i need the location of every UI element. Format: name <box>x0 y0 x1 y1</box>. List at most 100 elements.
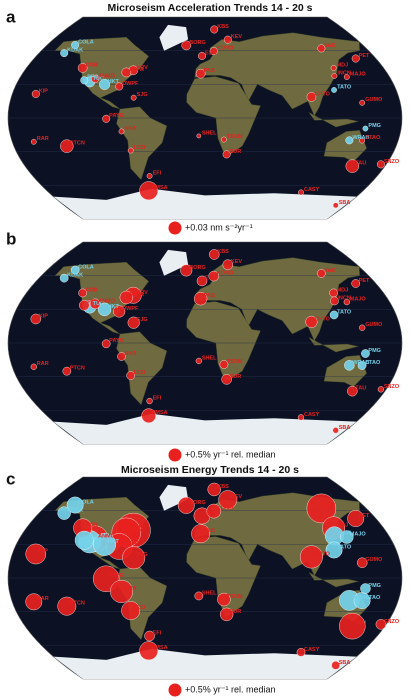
station-label: HRV <box>136 65 148 71</box>
station-bubble <box>71 41 80 50</box>
station-label: SNZO <box>384 384 400 390</box>
station-label: COLA <box>78 265 94 271</box>
station-label: RAR <box>37 361 49 367</box>
station-label: COR <box>86 287 98 293</box>
station-bubble <box>343 74 350 80</box>
station-bubble <box>325 541 343 559</box>
station-bubble <box>146 173 153 179</box>
station-label: HRV <box>136 290 148 296</box>
station-label: TUC <box>93 536 104 542</box>
station-label: SSPA <box>129 292 144 298</box>
station-label: PMSA <box>152 185 168 191</box>
legend-label: +0.5% yr⁻¹ rel. median <box>185 684 276 694</box>
station-bubble <box>31 90 40 98</box>
station-label: KONO <box>217 506 234 512</box>
station-label: COLA <box>78 40 94 46</box>
station-bubble <box>113 305 126 318</box>
station-label: SNZO <box>384 619 400 625</box>
station-bubble <box>127 147 134 154</box>
station-bubble <box>30 363 37 370</box>
station-bubble <box>298 189 304 196</box>
station-label: SJG <box>137 552 148 558</box>
station-bubble <box>195 68 206 79</box>
land <box>308 337 359 353</box>
station-label: SBA <box>339 200 351 206</box>
station-bubble <box>74 530 94 550</box>
station-bubble <box>317 44 326 53</box>
station-label: TAU <box>355 386 366 392</box>
station-bubble <box>70 265 80 275</box>
station-label: CASY <box>304 647 320 653</box>
legend-label: +0.5% yr⁻¹ rel. median <box>185 449 276 459</box>
station-bubble <box>196 133 202 139</box>
station-bubble <box>130 94 137 101</box>
station-label: KBS <box>217 249 229 255</box>
station-label: KIP <box>39 313 49 319</box>
station-bubble <box>221 136 227 143</box>
station-bubble <box>339 612 366 640</box>
station-label: GUMO <box>365 557 383 563</box>
station-label: SSPA <box>129 67 144 73</box>
station-label: TSUM <box>227 594 243 600</box>
station-label: INCN <box>337 295 350 301</box>
station-label: HKT <box>108 304 120 310</box>
station-label: MAJO <box>350 531 367 537</box>
station-bubble <box>101 339 111 349</box>
ice <box>53 648 357 679</box>
station-label: EFI <box>153 170 162 176</box>
station-bubble <box>141 408 157 424</box>
panel-title: Microseism Acceleration Trends 14 - 20 s <box>107 2 312 14</box>
station-label: GUMO <box>365 322 383 328</box>
station-bubble <box>359 324 366 331</box>
station-label: LCO <box>134 145 146 151</box>
station-label: EFI <box>153 630 162 636</box>
station-label: PAB <box>204 528 215 534</box>
land <box>323 355 367 388</box>
station-label: SSPA <box>129 527 144 533</box>
station-label: KIP <box>39 548 49 554</box>
station-label: SUR <box>230 374 242 380</box>
station-bubble <box>345 136 354 145</box>
station-label: DWPF <box>122 306 139 312</box>
station-label: TUC <box>93 301 104 307</box>
land <box>308 572 359 588</box>
station-bubble <box>139 641 159 661</box>
panel-letter: b <box>6 229 16 248</box>
station-label: LCO <box>134 605 146 611</box>
station-label: CHTO <box>314 91 330 97</box>
station-bubble <box>110 580 133 603</box>
station-label: TSUM <box>227 134 243 140</box>
station-label: PAB <box>204 68 215 74</box>
station-bubble <box>210 25 219 34</box>
station-bubble <box>317 269 326 278</box>
station-label: SJG <box>137 317 148 323</box>
station-label: SHEL <box>202 130 217 136</box>
station-bubble <box>222 150 231 159</box>
station-bubble <box>118 128 125 135</box>
station-bubble <box>79 300 90 311</box>
station-bubble <box>127 316 140 329</box>
station-bubble <box>122 546 146 570</box>
station-label: CHTO <box>314 316 330 322</box>
station-label: SBA <box>339 660 351 666</box>
station-label: YAK <box>324 43 335 49</box>
legend-bubble <box>168 221 182 235</box>
station-label: KONO <box>217 271 234 277</box>
ice <box>159 249 189 276</box>
station-label: CASY <box>304 187 320 193</box>
station-bubble <box>181 40 192 51</box>
station-bubble <box>77 63 88 73</box>
station-bubble <box>347 510 365 527</box>
station-bubble <box>99 78 111 90</box>
station-label: CTAO <box>365 360 381 366</box>
station-label: MAJO <box>350 296 367 302</box>
station-label: DWPF <box>122 541 139 547</box>
station-bubble <box>221 374 232 385</box>
station-bubble <box>177 496 195 514</box>
station-bubble <box>80 76 89 85</box>
land <box>54 36 149 110</box>
station-label: KBS <box>217 24 229 30</box>
station-bubble <box>296 648 306 657</box>
station-bubble <box>57 506 71 520</box>
station-label: SUR <box>230 609 242 615</box>
